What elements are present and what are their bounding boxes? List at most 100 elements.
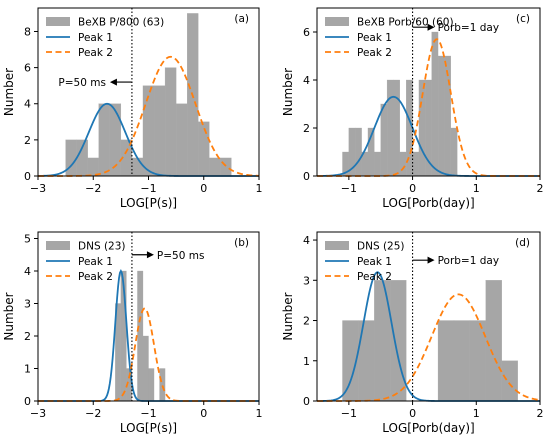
- x-tick-label: 0: [200, 182, 207, 195]
- panel-b: P=50 ms −3 −2 −1 0 1 0 1 2 3 4 5 LOG[P(s)] Number (b) D…: [2, 231, 263, 435]
- histogram-bar: [390, 280, 407, 402]
- axes-frame: [316, 231, 541, 402]
- legend-swatch-histogram: [325, 241, 349, 250]
- histogram-bar: [437, 55, 445, 177]
- y-tick-label: 6: [303, 26, 310, 39]
- panel-label: (a): [234, 13, 249, 25]
- y-tick-label: 1: [303, 355, 310, 368]
- y-tick-label: 2: [24, 134, 31, 147]
- x-axis-label: LOG[P(s)]: [120, 196, 177, 210]
- annotation-arrowhead: [109, 78, 117, 86]
- legend-swatch-histogram: [325, 17, 349, 26]
- histogram-bar: [142, 335, 149, 402]
- x-tick-label: 1: [473, 182, 480, 195]
- legend-label: DNS (25): [357, 241, 405, 253]
- histogram-bar: [450, 127, 458, 177]
- y-tick-label: 2: [303, 315, 310, 328]
- legend-label: DNS (23): [78, 241, 126, 253]
- legend: DNS (23) Peak 1 Peak 2: [46, 241, 126, 283]
- histogram-bar: [399, 151, 407, 177]
- y-tick-label: 1: [24, 363, 31, 376]
- legend-label: Peak 1: [78, 256, 113, 268]
- histogram-bar: [175, 103, 188, 177]
- panel-label: (b): [234, 237, 249, 249]
- legend-label: Peak 1: [78, 32, 113, 44]
- panel-d: Porb=1 day −1 0 1 2 0 1 2 3 4 LOG[Porb(day)] Number…: [281, 231, 544, 435]
- legend: DNS (25) Peak 1 Peak 2: [325, 241, 405, 283]
- annotation-text: P=50 ms: [58, 77, 106, 89]
- y-tick-label: 3: [303, 274, 310, 287]
- y-tick-label: 6: [24, 62, 31, 75]
- legend-label: Peak 2: [357, 271, 392, 283]
- legend-label: Peak 2: [357, 47, 392, 59]
- x-tick-label: 0: [409, 407, 416, 420]
- annotation-text: Porb=1 day: [438, 255, 500, 267]
- histogram-bar: [437, 320, 455, 402]
- annotation-text: Porb=1 day: [438, 22, 500, 34]
- x-tick-label: 0: [200, 407, 207, 420]
- legend: BeXB P/800 (63) Peak 1 Peak 2: [46, 17, 164, 59]
- x-tick-label: −1: [341, 182, 357, 195]
- annotation-arrowhead: [427, 256, 435, 264]
- histogram-bar: [209, 157, 221, 177]
- histogram-bar: [131, 157, 144, 177]
- x-tick-label: 2: [537, 182, 544, 195]
- axes-frame: [316, 7, 541, 177]
- annotation-text: P=50 ms: [157, 250, 205, 262]
- x-tick-label: 0: [409, 182, 416, 195]
- histogram-bar: [87, 157, 99, 177]
- y-tick-label: 4: [303, 234, 310, 247]
- y-tick-label: 2: [303, 122, 310, 135]
- histogram-bar: [355, 127, 362, 177]
- histogram-bar: [453, 320, 471, 402]
- legend: BeXB Porb/60 (60) Peak 1 Peak 2: [325, 17, 454, 59]
- histogram-bar: [380, 103, 388, 177]
- x-tick-label: −2: [85, 407, 101, 420]
- histogram-bar: [386, 79, 394, 177]
- y-tick-label: 0: [303, 395, 310, 408]
- y-axis-label: Number: [281, 68, 295, 116]
- annotation-arrowhead: [146, 251, 154, 259]
- x-axis-label: LOG[P(s)]: [120, 421, 177, 435]
- histogram-bar: [76, 139, 88, 177]
- histogram-bar: [198, 121, 210, 177]
- legend-label: BeXB P/800 (63): [78, 17, 164, 29]
- histogram-bar: [374, 151, 381, 177]
- legend-label: Peak 1: [357, 32, 392, 44]
- x-tick-label: 1: [256, 182, 263, 195]
- legend-swatch-histogram: [46, 17, 70, 26]
- histogram-bar: [485, 280, 502, 402]
- x-axis-label: LOG[Porb(day)]: [382, 421, 475, 435]
- histogram-bar: [431, 31, 439, 177]
- x-tick-label: −2: [85, 182, 101, 195]
- histogram-bar: [220, 157, 232, 177]
- legend-swatch-histogram: [46, 241, 70, 250]
- x-tick-label: 2: [537, 407, 544, 420]
- y-tick-label: 4: [24, 265, 31, 278]
- x-tick-label: −3: [30, 407, 46, 420]
- x-axis-label: LOG[Porb(day)]: [382, 196, 475, 210]
- y-tick-label: 0: [24, 395, 31, 408]
- histogram-bar: [65, 139, 77, 177]
- x-tick-label: −3: [30, 182, 46, 195]
- annotation-arrowhead: [427, 23, 435, 31]
- x-tick-label: 1: [256, 407, 263, 420]
- y-tick-label: 4: [24, 98, 31, 111]
- y-tick-label: 4: [303, 74, 310, 87]
- y-tick-label: 2: [24, 330, 31, 343]
- peak-2-curve: [38, 55, 260, 177]
- histogram-bar: [501, 360, 518, 402]
- legend-label: Peak 2: [78, 271, 113, 283]
- x-tick-label: −1: [341, 407, 357, 420]
- panel-label: (d): [515, 237, 530, 249]
- legend-label: Peak 2: [78, 47, 113, 59]
- y-tick-label: 0: [24, 170, 31, 183]
- panel-a: P=50 ms −3 −2 −1 0 1 0 2 4 6 8 LOG[P(s)] Number (a) Be…: [2, 7, 263, 210]
- histogram-bar: [148, 368, 155, 402]
- legend-label: BeXB Porb/60 (60): [357, 17, 454, 29]
- histogram-bar: [137, 270, 144, 402]
- y-axis-label: Number: [281, 292, 295, 340]
- y-axis-label: Number: [2, 292, 16, 340]
- y-tick-label: 3: [24, 298, 31, 311]
